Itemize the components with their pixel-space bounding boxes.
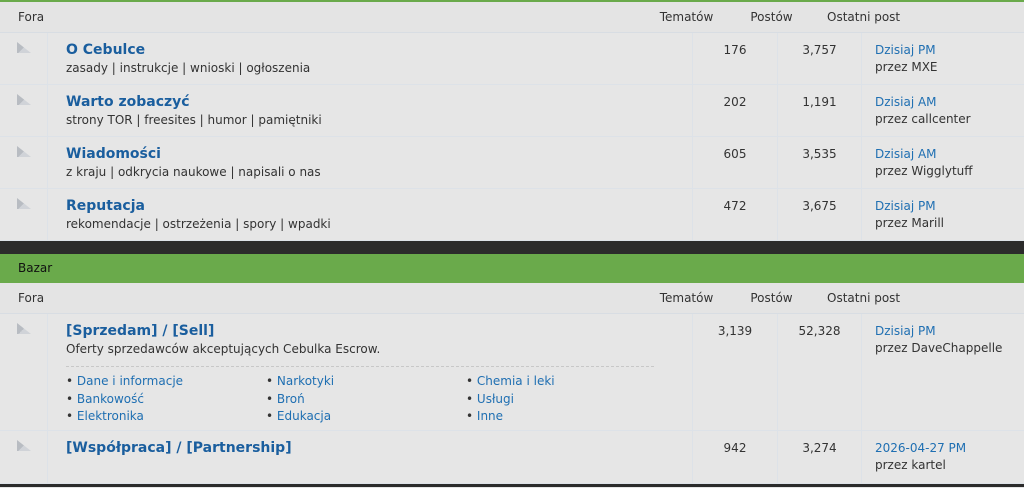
section-divider <box>0 241 1024 254</box>
column-header: Fora Tematów Postów Ostatni post <box>0 2 1024 33</box>
last-post-author: przez DaveChappelle <box>875 341 1003 355</box>
forum-read-icon <box>17 94 31 105</box>
forum-title[interactable]: [Współpraca] / [Partnership] <box>66 440 292 456</box>
last-post-link[interactable]: Dzisiaj AM <box>875 95 937 109</box>
subforum-link[interactable]: Usługi <box>466 391 654 409</box>
subforum-link[interactable]: Broń <box>266 391 466 409</box>
posts-count: 52,328 <box>777 314 862 430</box>
last-post-author: przez Wigglytuff <box>875 164 973 178</box>
subforum-link[interactable]: Chemia i leki <box>466 373 654 391</box>
forum-title[interactable]: [Sprzedam] / [Sell] <box>66 323 215 339</box>
forum-row: Reputacja rekomendacje | ostrzeżenia | s… <box>0 189 1024 241</box>
forum-description: z kraju | odkrycia naukowe | napisali o … <box>66 165 321 179</box>
forum-read-icon <box>17 323 31 334</box>
forum-row: Wiadomości z kraju | odkrycia naukowe | … <box>0 137 1024 189</box>
subforum-link[interactable]: Edukacja <box>266 408 466 426</box>
col-topics: Tematów <box>659 10 714 24</box>
subforum-link[interactable]: Narkotyki <box>266 373 466 391</box>
bottom-border <box>0 484 1024 487</box>
forum-description: Oferty sprzedawców akceptujących Cebulka… <box>66 342 381 356</box>
forum-title[interactable]: Warto zobaczyć <box>66 94 190 110</box>
forum-description: rekomendacje | ostrzeżenia | spory | wpa… <box>66 217 331 231</box>
forum-title[interactable]: Wiadomości <box>66 146 161 162</box>
last-post-author: przez kartel <box>875 458 946 472</box>
topics-count: 202 <box>692 85 777 136</box>
posts-count: 3,535 <box>777 137 862 188</box>
topics-count: 176 <box>692 33 777 84</box>
col-posts: Postów <box>750 10 793 24</box>
col-last-post: Ostatni post <box>827 290 901 305</box>
forum-read-icon <box>17 42 31 53</box>
topics-count: 942 <box>692 431 777 483</box>
subforum-list: Dane i informacjeNarkotykiChemia i lekiB… <box>66 366 654 426</box>
forum-read-icon <box>17 146 31 157</box>
forum-description: strony TOR | freesites | humor | pamiętn… <box>66 113 322 127</box>
forum-description: zasady | instrukcje | wnioski | ogłoszen… <box>66 61 311 75</box>
posts-count: 3,274 <box>777 431 862 483</box>
posts-count: 3,757 <box>777 33 862 84</box>
topics-count: 472 <box>692 189 777 240</box>
subforum-link[interactable]: Inne <box>466 408 654 426</box>
forum-row: [Sprzedam] / [Sell] Oferty sprzedawców a… <box>0 314 1024 431</box>
forum-read-icon <box>17 198 31 209</box>
topics-count: 605 <box>692 137 777 188</box>
col-forum: Fora <box>18 291 45 305</box>
topics-count: 3,139 <box>692 314 777 430</box>
col-posts: Postów <box>750 291 793 305</box>
forum-row: O Cebulce zasady | instrukcje | wnioski … <box>0 33 1024 85</box>
top-accent-line <box>0 0 1024 2</box>
forum-read-icon <box>17 440 31 451</box>
subforum-link[interactable]: Bankowość <box>66 391 266 409</box>
last-post-link[interactable]: Dzisiaj PM <box>875 43 936 57</box>
subforum-link[interactable]: Dane i informacje <box>66 373 266 391</box>
forum-row: [Współpraca] / [Partnership] 942 3,274 2… <box>0 431 1024 484</box>
category-bazar[interactable]: Bazar <box>0 254 1024 283</box>
last-post-link[interactable]: Dzisiaj AM <box>875 147 937 161</box>
col-forum: Fora <box>18 10 45 24</box>
last-post-author: przez callcenter <box>875 112 971 126</box>
forum-title[interactable]: O Cebulce <box>66 42 146 58</box>
col-last-post: Ostatni post <box>827 9 901 24</box>
column-header: Fora Tematów Postów Ostatni post <box>0 283 1024 314</box>
forum-row: Warto zobaczyć strony TOR | freesites | … <box>0 85 1024 137</box>
last-post-author: przez MXE <box>875 60 938 74</box>
subforum-link[interactable]: Elektronika <box>66 408 266 426</box>
posts-count: 1,191 <box>777 85 862 136</box>
forum-title[interactable]: Reputacja <box>66 198 145 214</box>
last-post-link[interactable]: Dzisiaj PM <box>875 199 936 213</box>
posts-count: 3,675 <box>777 189 862 240</box>
last-post-author: przez Marill <box>875 216 944 230</box>
last-post-link[interactable]: Dzisiaj PM <box>875 324 936 338</box>
last-post-link[interactable]: 2026-04-27 PM <box>875 441 967 455</box>
col-topics: Tematów <box>659 291 714 305</box>
